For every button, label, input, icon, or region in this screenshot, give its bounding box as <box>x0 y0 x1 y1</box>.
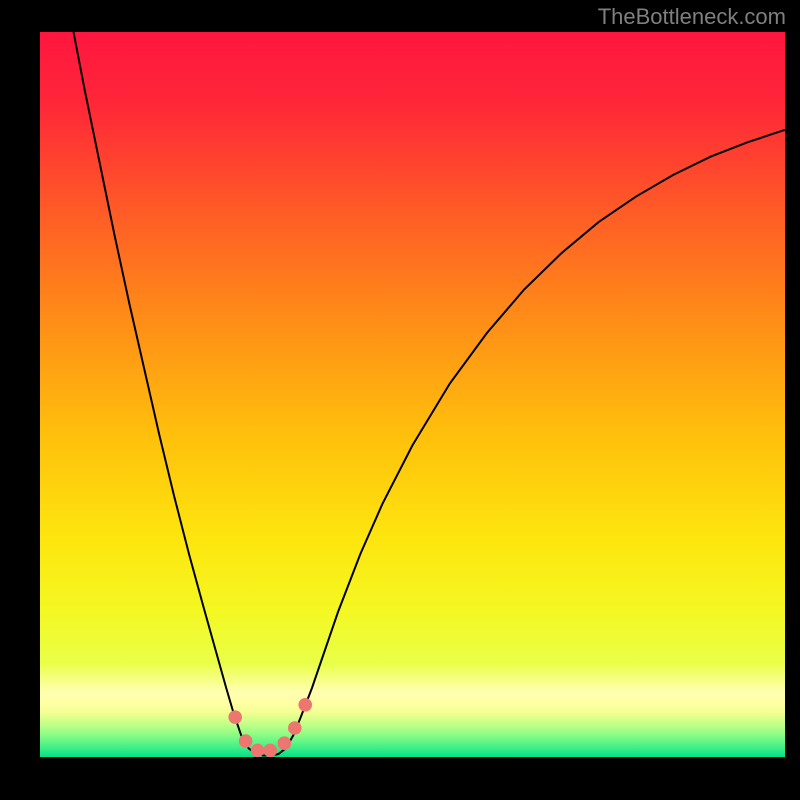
gradient-background <box>40 32 785 757</box>
curve-marker <box>278 736 292 750</box>
curve-marker <box>298 698 312 712</box>
curve-marker <box>263 744 277 757</box>
watermark-text: TheBottleneck.com <box>598 4 786 30</box>
curve-marker <box>288 721 302 735</box>
curve-marker <box>239 734 253 748</box>
curve-marker <box>251 744 265 757</box>
plot-area <box>40 32 785 757</box>
curve-marker <box>228 710 242 724</box>
